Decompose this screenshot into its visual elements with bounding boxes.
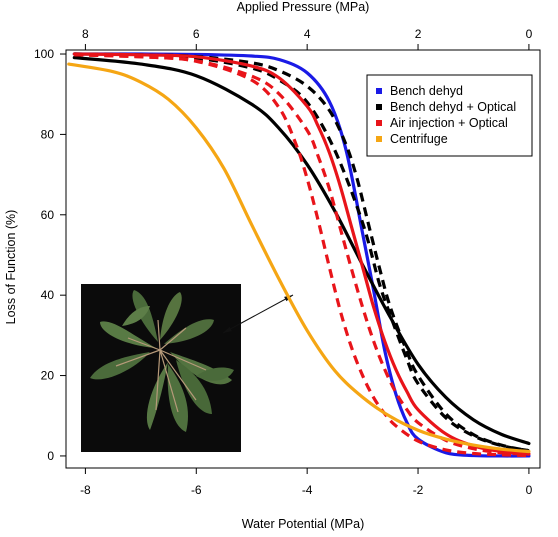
y-tick-label: 0	[47, 449, 54, 463]
x2-tick-label: 0	[526, 27, 533, 41]
x-tick-label: 0	[526, 483, 533, 497]
legend: Bench dehyd Bench dehyd + Optical Air in…	[366, 74, 533, 157]
series-line-7	[67, 62, 531, 454]
x-axis-title: Water Potential (MPa)	[242, 517, 365, 531]
series-line-6	[74, 53, 529, 458]
legend-label-bench-dehyd-optical: Bench dehyd + Optical	[390, 100, 516, 114]
y-tick-label: 20	[41, 369, 55, 383]
legend-item-centrifuge: Centrifuge	[376, 132, 448, 146]
legend-label-centrifuge: Centrifuge	[390, 132, 448, 146]
y-tick-label: 60	[41, 208, 55, 222]
inset-leaf-photo	[81, 284, 241, 452]
inset-arrow-line	[222, 294, 294, 334]
legend-swatch-bench-dehyd-optical	[376, 104, 382, 110]
legend-box	[366, 74, 533, 157]
legend-swatch-centrifuge	[376, 136, 382, 142]
x2-tick-label: 2	[415, 27, 422, 41]
legend-swatch-bench-dehyd	[376, 88, 382, 94]
legend-label-air-injection-optical: Air injection + Optical	[390, 116, 508, 130]
plot-frame	[65, 49, 541, 469]
x2-tick-label: 4	[304, 27, 311, 41]
x-tick-label: -8	[80, 483, 91, 497]
x-tick-label: -4	[302, 483, 313, 497]
legend-swatch-air-injection-optical	[376, 120, 382, 126]
series-line-3	[74, 52, 530, 453]
series-line-2	[74, 52, 530, 453]
y-axis-title: Loss of Function (%)	[4, 210, 18, 325]
legend-label-bench-dehyd: Bench dehyd	[390, 84, 463, 98]
series-line-4	[72, 52, 531, 456]
legend-item-bench-dehyd-optical: Bench dehyd + Optical	[376, 100, 516, 114]
y-tick-label: 80	[41, 127, 55, 141]
y-tick-label: 40	[41, 288, 55, 302]
series-line-1	[72, 56, 531, 446]
series-layer	[67, 52, 531, 458]
legend-item-air-injection-optical: Air injection + Optical	[376, 116, 508, 130]
y-tick-label: 100	[34, 47, 54, 61]
x-tick-label: -6	[191, 483, 202, 497]
x2-tick-label: 8	[82, 27, 89, 41]
oak-leaf-icon	[90, 290, 234, 432]
x2-axis-title: Applied Pressure (MPa)	[237, 0, 370, 14]
inset-arrow-head-start	[223, 326, 232, 333]
legend-item-bench-dehyd: Bench dehyd	[376, 84, 463, 98]
x-tick-label: -2	[413, 483, 424, 497]
x2-tick-label: 6	[193, 27, 200, 41]
series-line-0	[72, 52, 531, 458]
